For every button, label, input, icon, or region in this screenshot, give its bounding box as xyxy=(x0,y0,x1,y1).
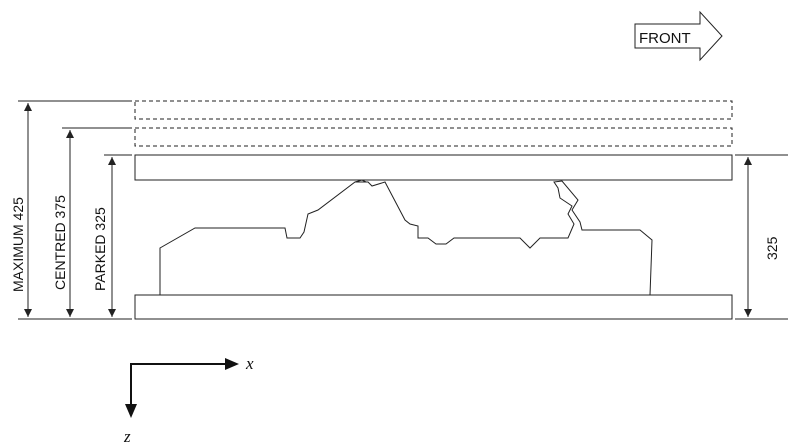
front-label: FRONT xyxy=(639,30,691,47)
axis-indicator: x z xyxy=(123,354,254,446)
x-arrowhead xyxy=(225,358,239,370)
parked-label: PARKED 325 xyxy=(92,207,108,291)
centred-label: CENTRED 375 xyxy=(52,195,68,290)
front-arrow: FRONT xyxy=(634,10,723,62)
maximum-dimension: MAXIMUM 425 xyxy=(10,100,132,320)
top-contact xyxy=(354,179,367,183)
z-axis-label: z xyxy=(123,427,131,446)
centred-dimension: CENTRED 375 xyxy=(52,127,132,317)
top-plate xyxy=(134,154,733,181)
right-dimension-label: 325 xyxy=(764,236,780,260)
z-arrowhead xyxy=(125,404,137,418)
centred-position-plate xyxy=(134,127,733,147)
parked-dimension: PARKED 325 xyxy=(92,154,132,317)
car-profile xyxy=(159,180,653,296)
bottom-plate xyxy=(134,294,733,320)
x-axis-label: x xyxy=(245,354,254,373)
maximum-label: MAXIMUM 425 xyxy=(10,197,26,292)
right-dimension: 325 xyxy=(735,154,788,320)
maximum-position-plate xyxy=(134,100,733,120)
